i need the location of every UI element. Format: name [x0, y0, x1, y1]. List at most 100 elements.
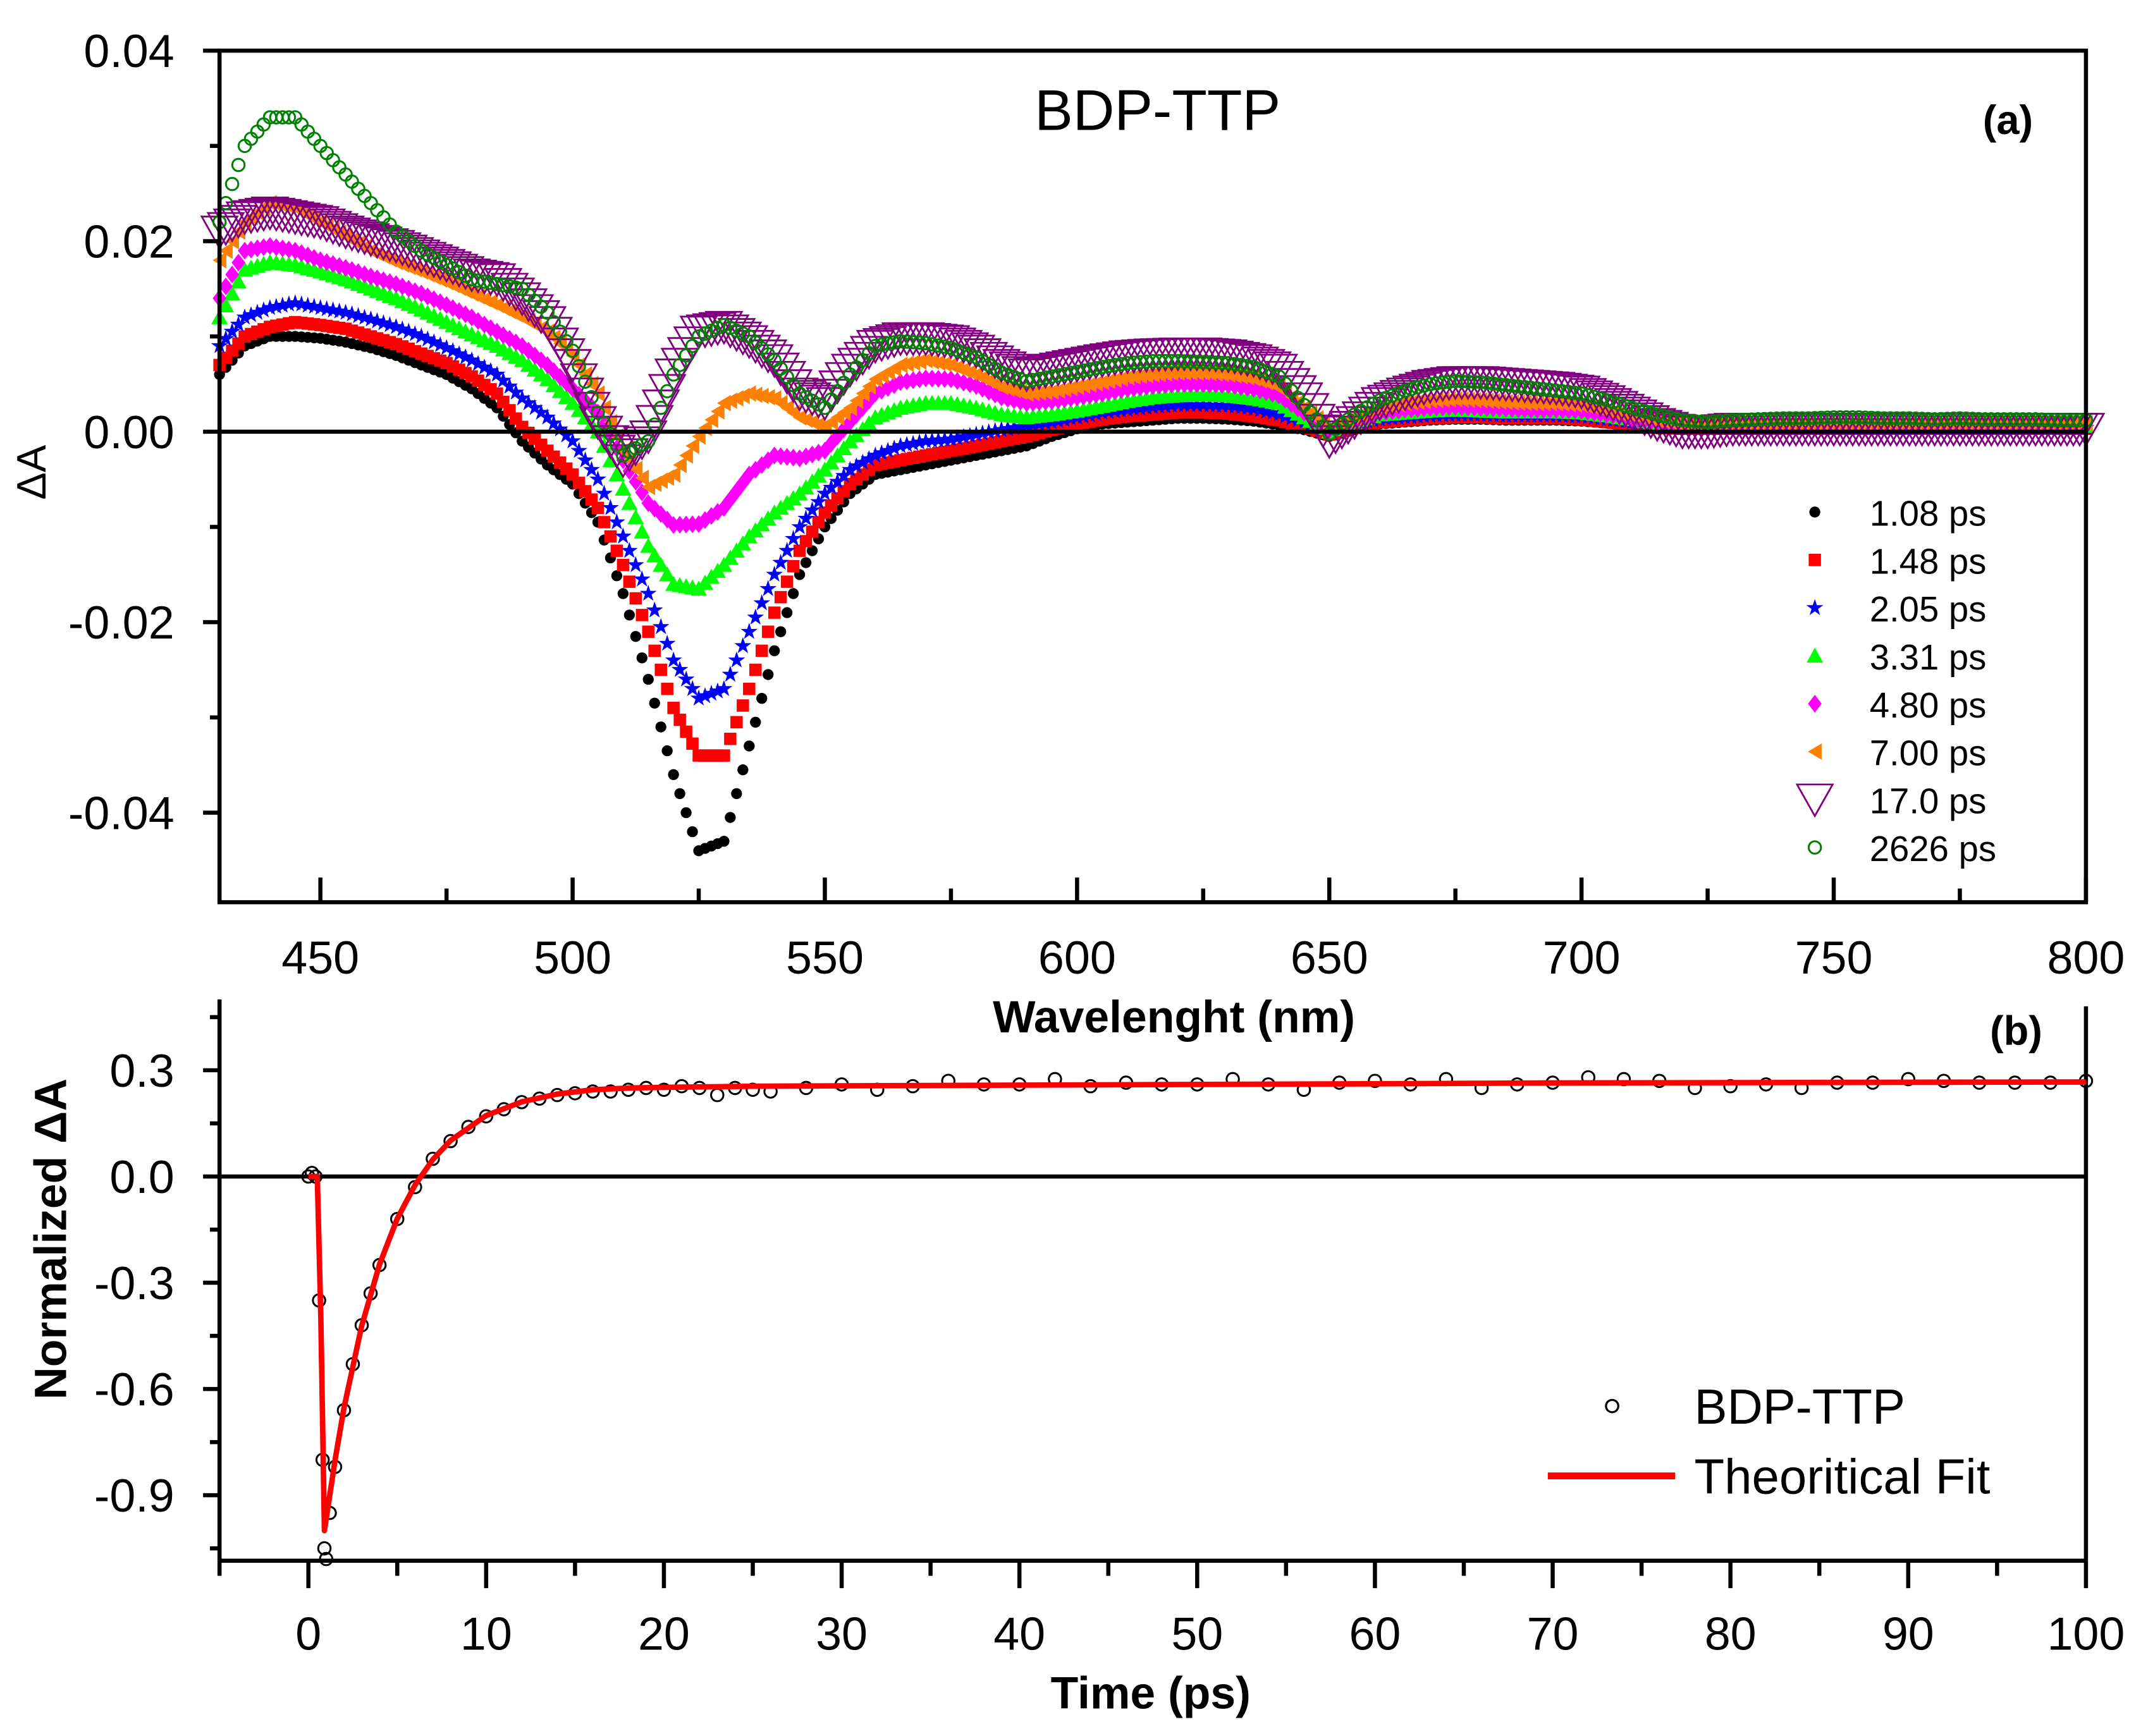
- y-tick-label: 0.0: [109, 1151, 174, 1203]
- data-point: [231, 254, 245, 272]
- data-point: [937, 339, 952, 354]
- data-point: [823, 479, 840, 495]
- data-point: [351, 223, 391, 258]
- data-point: [648, 644, 661, 657]
- data-point: [457, 348, 474, 365]
- data-point: [1032, 384, 1046, 401]
- data-point: [1076, 377, 1091, 394]
- data-point: [685, 338, 700, 353]
- data-point: [1083, 376, 1097, 393]
- data-point: [759, 580, 777, 596]
- data-point: [1574, 380, 1614, 415]
- data-point: [994, 365, 1009, 380]
- data-point: [659, 566, 676, 582]
- data-point: [636, 652, 647, 664]
- data-point: [904, 434, 922, 451]
- data-point: [943, 340, 959, 355]
- data-point: [1089, 375, 1103, 392]
- data-point: [1157, 397, 1174, 413]
- panel-b-xlabel: Time (ps): [1051, 1668, 1251, 1719]
- data-point: [956, 345, 971, 360]
- data-point: [412, 327, 430, 344]
- data-point: [564, 432, 581, 449]
- data-point: [775, 626, 787, 637]
- y-tick-label: -0.6: [94, 1363, 175, 1415]
- data-point: [749, 339, 788, 374]
- data-point: [520, 394, 537, 411]
- y-tick-label: 0.00: [83, 406, 174, 458]
- data-point: [768, 360, 807, 396]
- data-point: [868, 326, 907, 361]
- data-point: [931, 354, 945, 371]
- data-point: [799, 535, 813, 547]
- legend-label-fit: Theoritical Fit: [1695, 1449, 1991, 1505]
- panel-b-label: (b): [1990, 1007, 2042, 1053]
- data-point: [394, 320, 411, 337]
- data-point: [639, 584, 657, 601]
- legend-marker: [1807, 647, 1824, 663]
- panel-a-legend: 1.08 ps 1.48 ps 2.05 ps 3.31 ps 4.80 ps 7.00 …: [1795, 494, 1996, 869]
- x-tick-label: 0: [295, 1608, 321, 1660]
- legend-marker-bdp-ttp: [1605, 1398, 1619, 1414]
- data-point: [218, 297, 235, 313]
- data-point: [1385, 388, 1400, 403]
- data-point: [730, 716, 743, 729]
- x-tick-label: 550: [786, 931, 864, 984]
- data-point: [769, 645, 780, 657]
- data-point: [598, 516, 611, 529]
- panel-b-data-marks: [301, 1070, 2094, 1567]
- data-point: [224, 285, 241, 301]
- data-point: [1013, 383, 1028, 400]
- data-point: [1144, 398, 1162, 415]
- data-point: [1213, 396, 1231, 413]
- data-point: [507, 383, 525, 400]
- legend-label: 1.08 ps: [1870, 494, 1987, 534]
- data-point: [781, 607, 793, 618]
- legend-marker: [1808, 695, 1822, 713]
- legend-label: 2.05 ps: [1870, 589, 1987, 629]
- data-point: [672, 358, 687, 372]
- data-point: [665, 651, 682, 668]
- data-point: [1163, 396, 1181, 413]
- data-point: [1259, 353, 1299, 388]
- data-point: [879, 441, 897, 458]
- data-point: [482, 362, 500, 379]
- data-point: [1253, 351, 1292, 386]
- data-point: [333, 217, 372, 252]
- data-point: [673, 456, 687, 474]
- data-point: [660, 384, 675, 399]
- data-point: [685, 437, 699, 455]
- data-point: [674, 788, 685, 800]
- legend-marker: [1809, 506, 1820, 518]
- data-point: [652, 618, 670, 635]
- data-point: [993, 420, 1010, 437]
- x-tick-label: 800: [2047, 931, 2125, 984]
- data-point: [677, 670, 695, 687]
- data-point: [847, 457, 865, 474]
- data-point: [1644, 410, 1683, 444]
- data-point: [744, 740, 755, 752]
- data-point: [740, 623, 758, 639]
- data-point: [206, 212, 245, 247]
- data-point: [558, 426, 575, 443]
- data-point: [804, 501, 821, 518]
- data-point: [1618, 398, 1633, 413]
- data-point: [1127, 368, 1141, 385]
- data-point: [604, 530, 617, 543]
- data-point: [900, 355, 914, 372]
- data-point: [230, 273, 247, 289]
- data-point: [362, 310, 379, 327]
- data-point: [1398, 394, 1412, 412]
- data-point: [224, 176, 240, 192]
- data-point: [653, 556, 670, 572]
- data-point: [730, 325, 769, 360]
- data-point: [687, 826, 698, 838]
- data-point: [1624, 400, 1640, 415]
- data-point: [281, 110, 297, 125]
- data-point: [686, 737, 699, 750]
- data-point: [753, 594, 771, 611]
- data-point: [1354, 391, 1393, 426]
- legend-marker: [1808, 553, 1821, 566]
- data-point: [479, 1109, 494, 1124]
- data-point: [718, 836, 730, 847]
